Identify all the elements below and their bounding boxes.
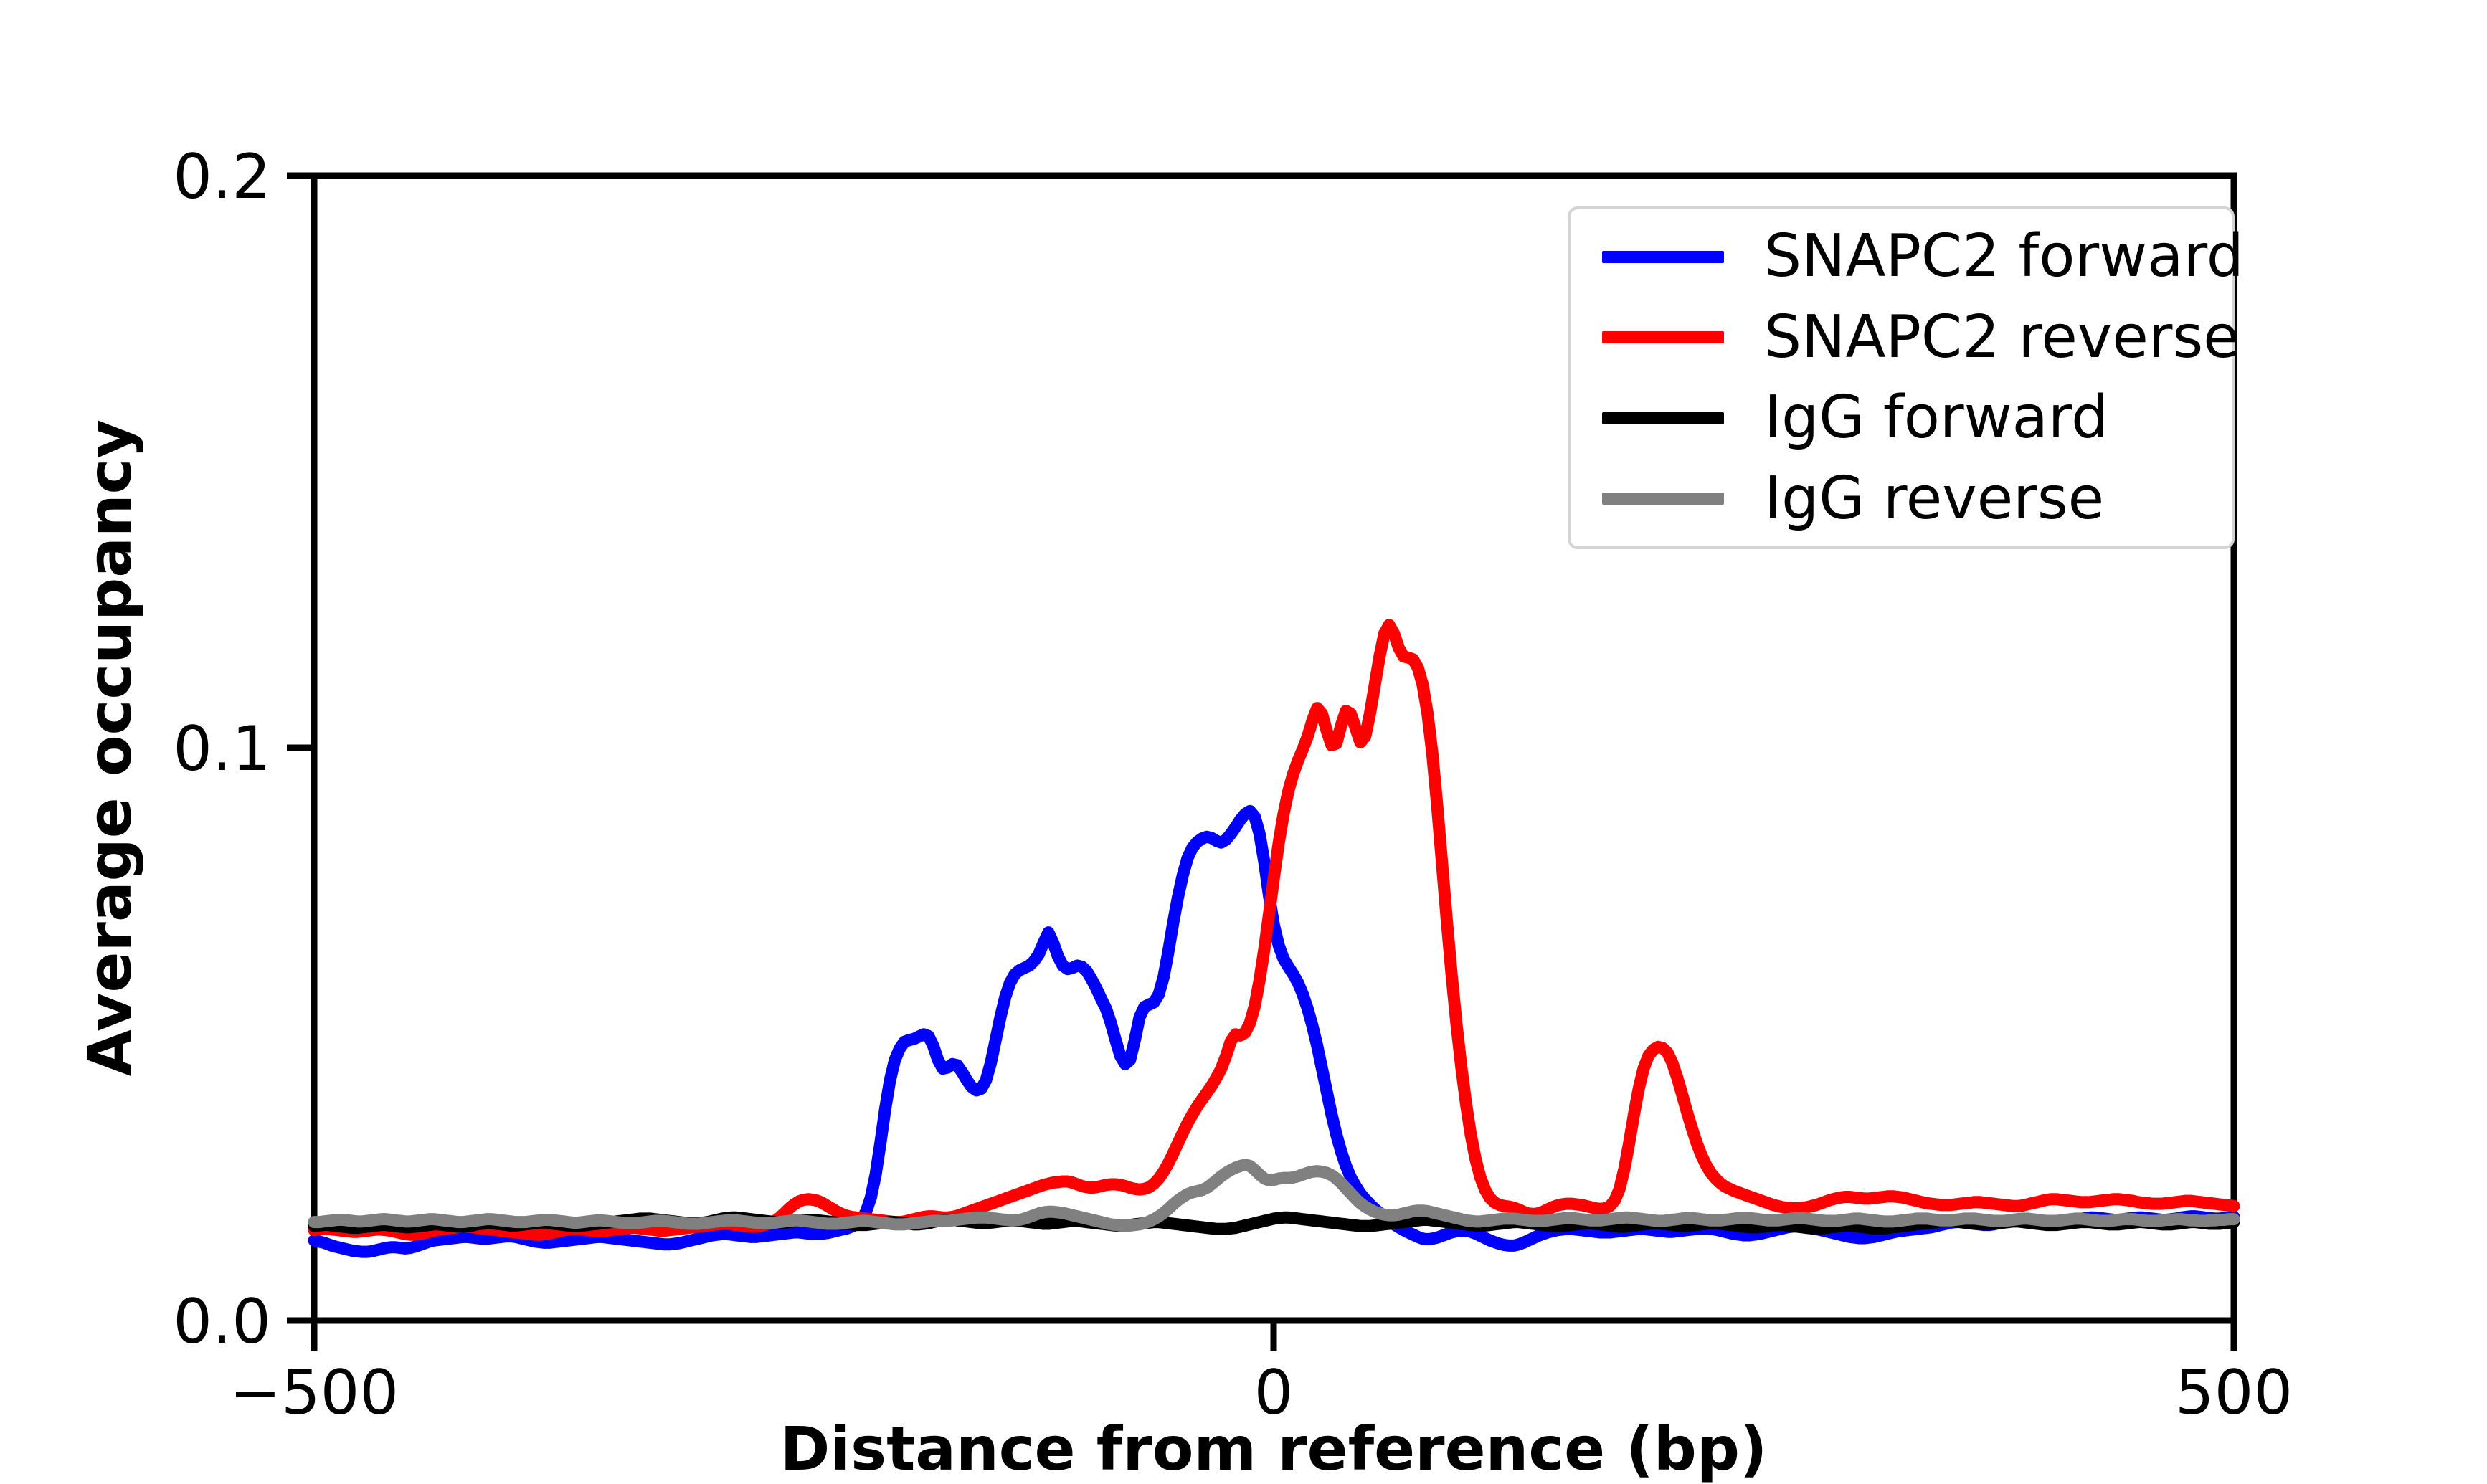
y-ticklabel-bottom: 0.0 xyxy=(173,1286,271,1358)
x-axis-label: Distance from reference (bp) xyxy=(780,1414,1768,1484)
y-ticklabel-mid: 0.1 xyxy=(173,713,271,785)
legend-swatch-igg-forward xyxy=(1602,412,1724,424)
legend-label-igg-reverse: IgG reverse xyxy=(1764,464,2105,533)
legend-item-igg-reverse[interactable]: IgG reverse xyxy=(1571,459,2232,540)
x-ticklabel-center: 0 xyxy=(1254,1357,1294,1429)
x-tick-marks xyxy=(311,1321,2237,1351)
legend-swatch-snapc2-reverse xyxy=(1602,331,1724,344)
legend-swatch-igg-reverse xyxy=(1602,493,1724,505)
data-traces xyxy=(308,619,2240,1258)
trace-igg-reverse xyxy=(308,1159,2240,1232)
legend-item-snapc2-forward[interactable]: SNAPC2 forward xyxy=(1571,217,2244,298)
y-ticklabel-top: 0.2 xyxy=(173,141,271,213)
legend-item-snapc2-reverse[interactable]: SNAPC2 reverse xyxy=(1571,298,2240,379)
x-ticklabel-left: −500 xyxy=(229,1357,399,1429)
y-axis-label: Average occupancy xyxy=(75,419,145,1076)
y-tick-marks xyxy=(287,172,314,1324)
legend-item-igg-forward[interactable]: IgG forward xyxy=(1571,378,2232,459)
legend-label-igg-forward: IgG forward xyxy=(1764,384,2109,452)
legend-swatch-snapc2-forward xyxy=(1602,250,1724,263)
x-ticklabel-right: 500 xyxy=(2175,1357,2293,1429)
legend-label-snapc2-reverse: SNAPC2 reverse xyxy=(1764,303,2240,371)
chart-legend: SNAPC2 forward SNAPC2 reverse IgG forwar… xyxy=(1568,206,2244,549)
legend-label-snapc2-forward: SNAPC2 forward xyxy=(1764,222,2244,291)
